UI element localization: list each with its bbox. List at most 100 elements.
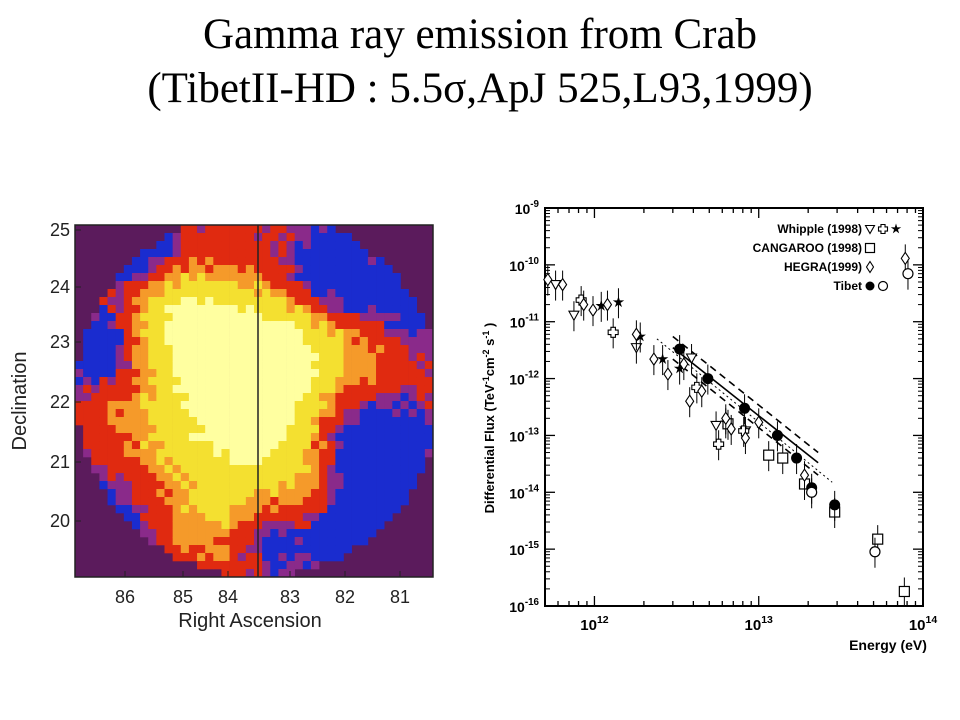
skymap-y-tick-label: 20 xyxy=(50,511,70,531)
skymap-cell xyxy=(335,353,344,362)
skymap-cell xyxy=(310,473,320,482)
skymap-cell xyxy=(140,305,149,314)
skymap-cell xyxy=(237,353,247,362)
skymap-cell xyxy=(392,433,401,442)
skymap-cell xyxy=(245,481,255,490)
skymap-cell xyxy=(197,513,206,522)
skymap-cell xyxy=(197,369,206,378)
skymap-cell xyxy=(115,393,125,402)
skymap-cell xyxy=(310,561,320,570)
skymap-cell xyxy=(310,265,320,274)
skymap-cell xyxy=(172,377,182,386)
skymap-cell xyxy=(392,481,401,490)
skymap-cell xyxy=(367,521,377,530)
skymap-cell xyxy=(319,425,328,434)
skymap-cell xyxy=(164,425,173,434)
skymap-cell xyxy=(188,529,198,538)
skymap-cell xyxy=(123,417,133,426)
skymap-cell xyxy=(367,457,377,466)
skymap-cell xyxy=(115,273,125,282)
skymap-cell xyxy=(148,537,157,546)
skymap-cell xyxy=(278,513,287,522)
skymap-cell xyxy=(262,521,271,530)
skymap-cell xyxy=(172,529,182,538)
skymap-cell xyxy=(91,329,100,338)
skymap-cell xyxy=(213,353,222,362)
skymap-cell xyxy=(286,289,295,298)
skymap-cell xyxy=(400,433,409,442)
data-point-diamond xyxy=(557,277,568,292)
skymap-cell xyxy=(205,481,214,490)
skymap-cell xyxy=(205,257,214,266)
skymap-cell xyxy=(351,473,361,482)
skymap-cell xyxy=(205,249,214,258)
skymap-cell xyxy=(197,489,206,498)
skymap-cell xyxy=(327,329,336,338)
skymap-cell xyxy=(245,369,255,378)
skymap-cell xyxy=(335,393,344,402)
skymap-cell xyxy=(278,321,287,330)
skymap-cell xyxy=(123,401,133,410)
skymap-cell xyxy=(359,457,369,466)
skymap-cell xyxy=(416,377,426,386)
skymap-cell xyxy=(83,433,92,442)
skymap-cell xyxy=(262,433,271,442)
skymap-cell xyxy=(140,345,149,354)
skymap-cell xyxy=(164,345,173,354)
skymap-cell xyxy=(351,361,361,370)
skymap-cell xyxy=(237,273,247,282)
skymap-cell xyxy=(213,473,222,482)
skymap-cell xyxy=(262,449,271,458)
skymap-cell xyxy=(205,225,214,234)
skymap-cell xyxy=(237,497,247,506)
skymap-cell xyxy=(310,521,320,530)
skymap-cell xyxy=(376,489,385,498)
skymap-cell xyxy=(302,553,312,562)
skymap-cell xyxy=(156,361,165,370)
skymap-cell xyxy=(310,457,320,466)
skymap-cell xyxy=(327,545,336,554)
skymap-cell xyxy=(270,481,279,490)
skymap-cell xyxy=(237,457,247,466)
skymap-cell xyxy=(262,377,271,386)
skymap-cell xyxy=(270,465,279,474)
skymap-cell xyxy=(213,337,222,346)
skymap-cell xyxy=(359,249,369,258)
skymap-cell xyxy=(262,385,271,394)
skymap-cell xyxy=(351,425,361,434)
skymap-cell xyxy=(107,345,116,354)
skymap-cell xyxy=(416,441,426,450)
skymap-cell xyxy=(327,473,336,482)
skymap-cell xyxy=(392,497,401,506)
skymap-cell xyxy=(392,465,401,474)
skymap-cell xyxy=(310,289,320,298)
skymap-cell xyxy=(245,249,255,258)
skymap-cell xyxy=(237,465,247,474)
skymap-cell xyxy=(213,329,222,338)
skymap-cell xyxy=(351,513,361,522)
skymap-cell xyxy=(83,345,92,354)
skymap-cell xyxy=(302,361,312,370)
skymap-cell xyxy=(237,369,247,378)
skymap-cell xyxy=(99,441,108,450)
skymap-cell xyxy=(319,377,328,386)
skymap-cell xyxy=(229,305,239,314)
skymap-cell xyxy=(319,505,328,514)
skymap-cell xyxy=(376,417,385,426)
skymap-cell xyxy=(367,361,377,370)
data-point-diamond xyxy=(685,394,695,409)
skymap-cell xyxy=(343,489,352,498)
skymap-cell xyxy=(148,281,157,290)
skymap-cell xyxy=(310,257,320,266)
data-point-diamond xyxy=(649,352,659,367)
skymap-cell xyxy=(400,377,409,386)
skymap-cell xyxy=(408,345,418,354)
skymap-cell xyxy=(188,353,198,362)
skymap-cell xyxy=(205,521,214,530)
skymap-cell xyxy=(319,289,328,298)
skymap-cell xyxy=(229,281,239,290)
skymap-cell xyxy=(351,505,361,514)
skymap-cell xyxy=(188,449,198,458)
skymap-cell xyxy=(327,297,336,306)
skymap-cell xyxy=(180,305,190,314)
